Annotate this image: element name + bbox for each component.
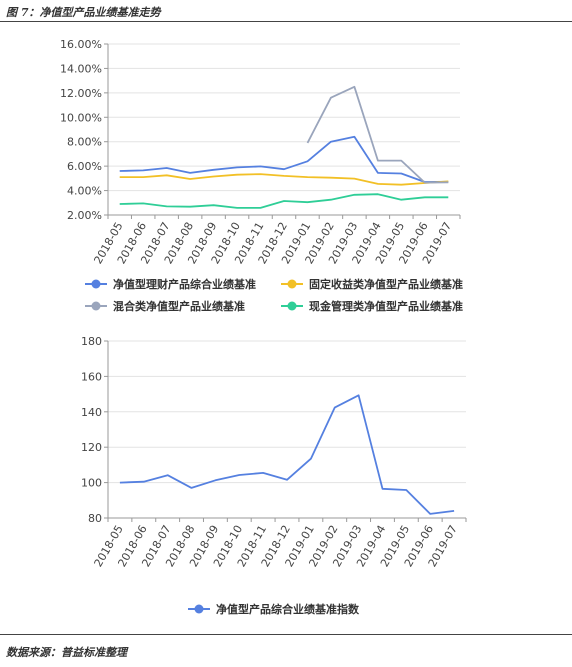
1-y-tick-label: 180 (81, 335, 102, 348)
1-y-tick-label: 80 (88, 512, 102, 525)
source-rule (0, 634, 572, 635)
1-y-tick-label: 100 (81, 477, 102, 490)
0-y-tick-label: 16.00% (60, 38, 102, 51)
1-plot: 801001201401601802018-052018-062018-0720… (81, 335, 467, 569)
1-y-tick-label: 120 (81, 441, 102, 454)
0-y-tick-label: 8.00% (67, 136, 102, 149)
0-y-tick-label: 2.00% (67, 209, 102, 222)
0-y-tick-label: 14.00% (60, 62, 102, 75)
0-series-line-3 (119, 193, 449, 209)
1-series-line-0 (119, 394, 455, 515)
1-y-tick-label: 160 (81, 370, 102, 383)
0-legend-marker-3 (287, 301, 297, 311)
0-y-tick-label: 12.00% (60, 87, 102, 100)
0-series-line-0 (119, 135, 449, 183)
benchmark-trend-chart: 2.00% 4.00% 6.00% 8.00% 10.00% 12.00% 14.00% 16… (60, 38, 463, 313)
0-legend-label-0: 净值型理财产品综合业绩基准 (113, 277, 256, 291)
0-series-line-1 (119, 173, 449, 186)
figure-title: 图 7：净值型产品业绩基准走势 (6, 6, 161, 19)
benchmark-index-chart: 801001201401601802018-052018-062018-0720… (81, 335, 467, 616)
0-legend-marker-2 (91, 301, 101, 311)
0-y-tick-label: 6.00% (67, 160, 102, 173)
1-y-tick-label: 140 (81, 406, 102, 419)
0-series-line-2 (306, 85, 449, 184)
0-legend-label-1: 固定收益类净值型产品业绩基准 (309, 277, 463, 291)
title-rule (0, 21, 572, 22)
0-legend-marker-0 (91, 279, 101, 289)
0-y-tick-label: 4.00% (67, 185, 102, 198)
0-y-tick-label: 10.00% (60, 111, 102, 124)
0-legend-label-3: 现金管理类净值型产品业绩基准 (309, 299, 463, 313)
0-legend-marker-1 (287, 279, 297, 289)
0-plot: 2.00% 4.00% 6.00% 8.00% 10.00% 12.00% 14.00% 16… (60, 38, 461, 266)
1-legend-marker-0 (194, 604, 204, 614)
0-legend-label-2: 混合类净值型产品业绩基准 (113, 299, 245, 313)
data-source: 数据来源：普益标准整理 (6, 646, 127, 659)
1-legend-label-0: 净值型产品综合业绩基准指数 (216, 602, 360, 616)
